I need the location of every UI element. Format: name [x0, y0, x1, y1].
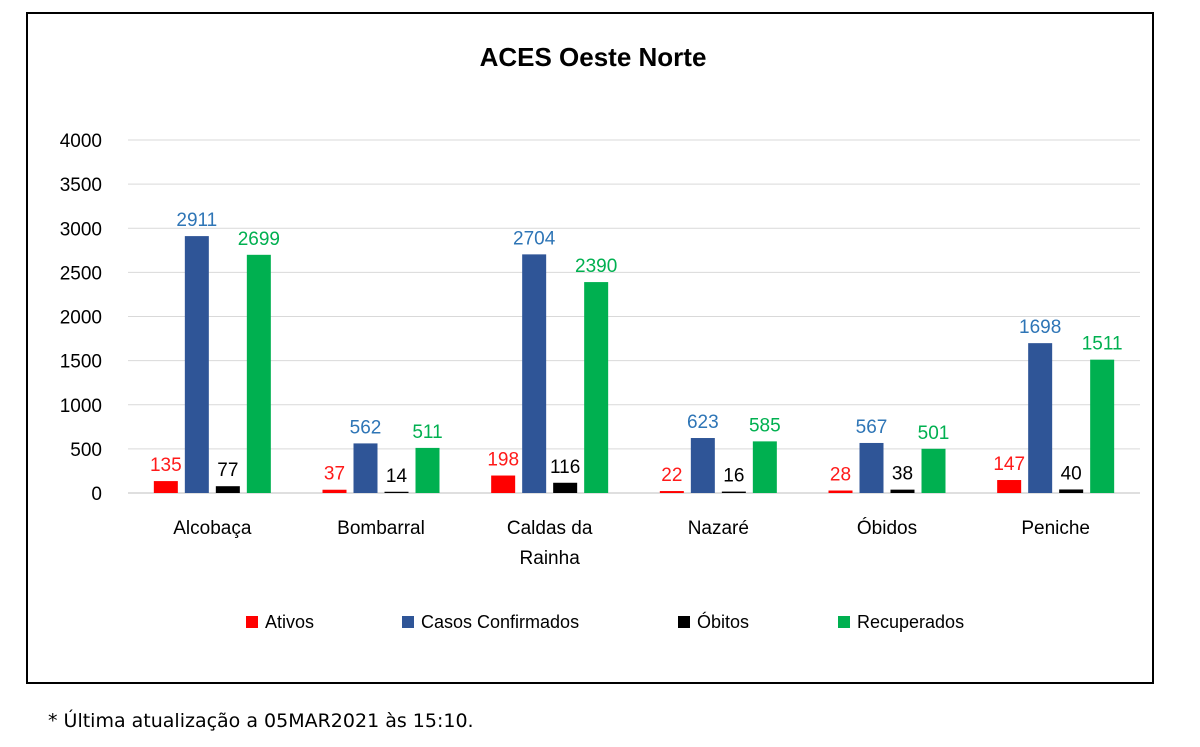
data-label: 22: [661, 465, 682, 486]
y-tick-label: 500: [70, 440, 102, 461]
bar: [752, 441, 777, 493]
bar: [491, 475, 516, 493]
legend-swatch: [402, 616, 414, 628]
data-label: 198: [487, 450, 519, 471]
bar: [690, 438, 715, 493]
bar: [153, 481, 178, 493]
data-label: 2390: [575, 256, 617, 277]
data-label: 501: [918, 423, 950, 444]
bar: [184, 236, 209, 493]
y-axis-ticks: 0 500 1000 1500 2000 2500 3000 3500 4000: [60, 131, 102, 505]
data-label: 511: [412, 422, 442, 443]
data-label: 38: [892, 464, 913, 485]
y-tick-label: 0: [91, 484, 102, 505]
data-label: 1698: [1019, 317, 1061, 338]
data-label: 147: [993, 454, 1025, 475]
bar: [659, 491, 684, 493]
y-tick-label: 2000: [60, 308, 102, 329]
bar: [1059, 489, 1084, 493]
bar: [215, 486, 240, 493]
data-label: 16: [723, 466, 744, 487]
data-label: 40: [1061, 463, 1082, 484]
category-label: Rainha: [520, 548, 581, 569]
x-axis-categories: Alcobaça Bombarral Caldas da Rainha Nazaré Ób…: [173, 517, 1090, 569]
data-label: 1511: [1082, 334, 1123, 355]
category-label: Caldas da: [507, 518, 593, 539]
legend-label: Casos Confirmados: [421, 612, 579, 632]
data-label: 116: [550, 457, 580, 478]
data-label: 562: [350, 417, 382, 438]
chart-frame: ACES Oeste Norte 0 500 1000 1500 2000 2500 300…: [26, 12, 1154, 684]
bar: [522, 254, 547, 493]
footnote: * Última atualização a 05MAR2021 às 15:1…: [48, 710, 474, 732]
bar: [921, 448, 946, 493]
bar: [322, 489, 347, 493]
data-label: 14: [386, 466, 408, 487]
data-labels: 135 2911 77 2699 37 562 14 511 198 2704 116 2390 22 6…: [150, 210, 1123, 487]
bar: [721, 491, 746, 493]
y-tick-label: 1500: [60, 352, 102, 373]
data-label: 135: [150, 455, 182, 476]
y-tick-label: 3500: [60, 175, 102, 196]
bars: [153, 236, 1115, 493]
y-tick-label: 1000: [60, 396, 102, 417]
legend-swatch: [246, 616, 258, 628]
data-label: 567: [856, 417, 888, 438]
bar: [584, 282, 609, 493]
bar: [828, 490, 853, 493]
data-label: 37: [324, 464, 345, 485]
legend: Ativos Casos Confirmados Óbitos Recuperados: [246, 611, 964, 632]
grid: [128, 139, 1140, 494]
bar: [859, 442, 884, 493]
bar: [1028, 343, 1053, 493]
data-label: 585: [749, 415, 781, 436]
legend-label: Recuperados: [857, 612, 964, 632]
bar: [353, 443, 378, 493]
y-tick-label: 4000: [60, 131, 102, 152]
legend-label: Óbitos: [697, 611, 749, 632]
bar: [553, 482, 578, 493]
data-label: 623: [687, 412, 719, 433]
bar: [1090, 359, 1115, 493]
legend-label: Ativos: [265, 612, 314, 632]
bar: [246, 254, 271, 493]
category-label: Óbidos: [857, 517, 917, 539]
legend-swatch: [678, 616, 690, 628]
y-tick-label: 3000: [60, 219, 102, 240]
category-label: Bombarral: [337, 518, 425, 539]
bar: [997, 480, 1022, 493]
data-label: 2704: [513, 228, 556, 249]
bar: [890, 489, 915, 493]
bar-chart: ACES Oeste Norte 0 500 1000 1500 2000 2500 300…: [60, 42, 1140, 632]
bar: [384, 491, 409, 493]
data-label: 2911: [176, 210, 217, 231]
data-label: 2699: [238, 229, 280, 250]
category-label: Nazaré: [688, 518, 749, 539]
category-label: Alcobaça: [173, 518, 252, 539]
category-label: Peniche: [1021, 518, 1090, 539]
chart-title: ACES Oeste Norte: [480, 42, 707, 72]
data-label: 77: [217, 460, 238, 481]
bar: [415, 447, 440, 493]
data-label: 28: [830, 465, 851, 486]
y-tick-label: 2500: [60, 263, 102, 284]
legend-swatch: [838, 616, 850, 628]
